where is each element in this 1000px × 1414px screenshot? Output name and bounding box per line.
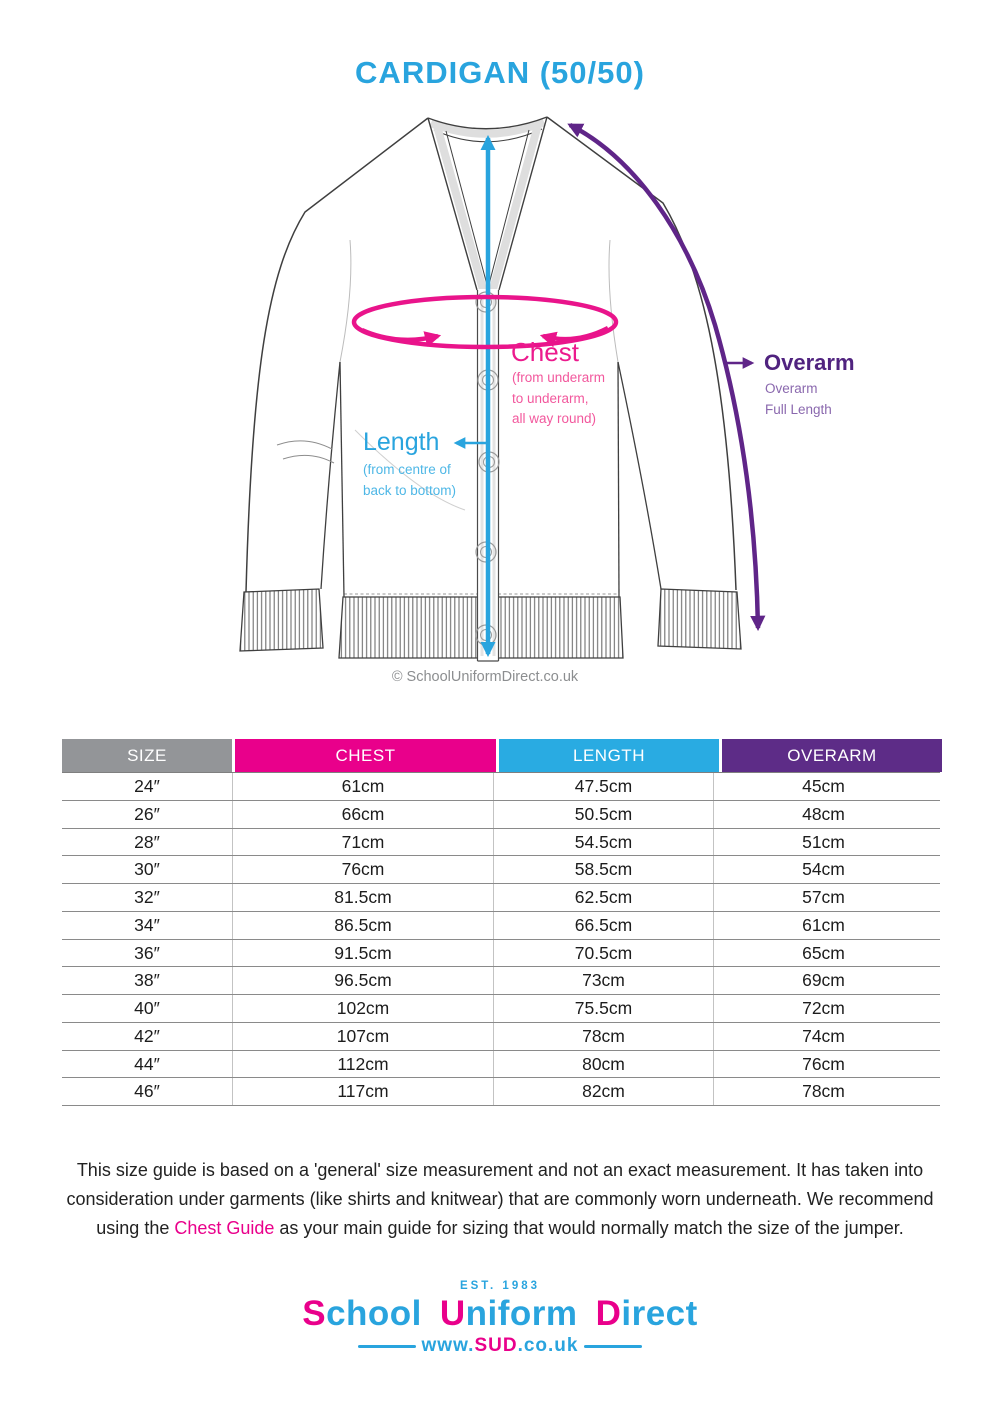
length-cell: 78cm bbox=[493, 1022, 713, 1050]
overarm-cell: 78cm bbox=[713, 1078, 933, 1105]
disclaimer-line1: This size guide is based on a 'general' … bbox=[76, 1160, 924, 1180]
table-body: 24″ 61cm 47.5cm 45cm 26″ 66cm 50.5cm 48cm 28″ 71c… bbox=[62, 772, 940, 1106]
length-cell: 82cm bbox=[493, 1078, 713, 1105]
logo-wordmark: School Uniform Direct bbox=[302, 1294, 698, 1333]
cardigan-diagram bbox=[239, 116, 766, 662]
chest-cell: 107cm bbox=[232, 1022, 493, 1050]
size-cell: 40″ bbox=[134, 998, 160, 1018]
overarm-arrow bbox=[567, 122, 766, 632]
overarm-label: Overarm bbox=[764, 350, 855, 375]
chest-cell: 96.5cm bbox=[232, 967, 493, 994]
size-cell: 24″ bbox=[134, 776, 160, 796]
logo-established: EST. 1983 bbox=[459, 1280, 541, 1292]
sud-logo: EST. 1983 School Uniform Direct www.SUD.co… bbox=[0, 1280, 1000, 1357]
chest-cell: 91.5cm bbox=[232, 939, 493, 967]
chest-cell: 71cm bbox=[232, 828, 493, 856]
copyright-text: © SchoolUniformDirect.co.uk bbox=[391, 669, 579, 685]
logo-dash-right bbox=[584, 1344, 643, 1348]
table-header-row: SIZE CHEST LENGTH OVERARM bbox=[62, 739, 942, 772]
logo-dash-left bbox=[357, 1344, 416, 1348]
table-row: 28″ 71cm 54.5cm 51cm bbox=[62, 828, 940, 857]
length-cell: 47.5cm bbox=[493, 773, 713, 800]
overarm-cell: 57cm bbox=[713, 884, 933, 911]
header-chest: CHEST bbox=[235, 739, 496, 772]
size-cell: 38″ bbox=[134, 970, 160, 991]
table-row: 34″ 86.5cm 66.5cm 61cm bbox=[62, 911, 940, 940]
size-cell: 30″ bbox=[134, 859, 160, 880]
logo-url: www.SUD.co.uk bbox=[0, 1335, 1000, 1357]
length-label: Length bbox=[363, 428, 440, 456]
overarm-cell: 61cm bbox=[713, 911, 933, 939]
chest-cell: 61cm bbox=[232, 773, 493, 800]
table-row: 36″ 91.5cm 70.5cm 65cm bbox=[62, 939, 940, 968]
size-cell: 28″ bbox=[134, 831, 160, 852]
chest-sublabel: (from underarm to underarm, all way roun… bbox=[512, 370, 606, 426]
size-table: SIZE CHEST LENGTH OVERARM 24″ 61cm 47.5cm 4… bbox=[62, 739, 942, 1106]
chest-label: Chest bbox=[511, 337, 579, 367]
header-size: SIZE bbox=[62, 739, 232, 772]
table-row: 42″ 107cm 78cm 74cm bbox=[62, 1022, 940, 1051]
chest-cell: 86.5cm bbox=[232, 911, 493, 939]
length-cell: 66.5cm bbox=[493, 911, 713, 939]
table-row: 24″ 61cm 47.5cm 45cm bbox=[62, 773, 940, 801]
length-arrow bbox=[453, 134, 496, 658]
disclaimer-text: This size guide is based on a 'general' … bbox=[0, 1156, 1000, 1243]
length-cell: 73cm bbox=[493, 967, 713, 994]
overarm-cell: 69cm bbox=[713, 967, 933, 994]
length-cell: 70.5cm bbox=[493, 939, 713, 967]
size-cell: 32″ bbox=[134, 887, 160, 907]
table-row: 40″ 102cm 75.5cm 72cm bbox=[62, 995, 940, 1023]
length-cell: 80cm bbox=[493, 1050, 713, 1078]
table-row: 38″ 96.5cm 73cm 69cm bbox=[62, 967, 940, 995]
chest-cell: 117cm bbox=[232, 1078, 493, 1105]
table-row: 44″ 112cm 80cm 76cm bbox=[62, 1050, 940, 1079]
size-cell: 34″ bbox=[134, 914, 160, 935]
overarm-cell: 48cm bbox=[713, 800, 933, 828]
overarm-cell: 76cm bbox=[713, 1050, 933, 1078]
overarm-cell: 54cm bbox=[713, 856, 933, 883]
chest-cell: 112cm bbox=[232, 1050, 493, 1078]
chest-cell: 102cm bbox=[232, 995, 493, 1022]
size-cell: 42″ bbox=[134, 1025, 160, 1046]
overarm-sublabel: Overarm Full Length bbox=[765, 381, 832, 417]
length-cell: 54.5cm bbox=[493, 828, 713, 856]
overarm-cell: 45cm bbox=[713, 773, 933, 800]
overarm-cell: 65cm bbox=[713, 939, 933, 967]
table-row: 46″ 117cm 82cm 78cm bbox=[62, 1078, 940, 1106]
length-cell: 50.5cm bbox=[493, 800, 713, 828]
size-cell: 26″ bbox=[134, 803, 160, 824]
overarm-cell: 72cm bbox=[713, 995, 933, 1022]
size-cell: 44″ bbox=[134, 1053, 160, 1074]
length-cell: 62.5cm bbox=[493, 884, 713, 911]
header-length: LENGTH bbox=[499, 739, 719, 772]
chest-cell: 76cm bbox=[232, 856, 493, 883]
size-cell: 46″ bbox=[134, 1081, 160, 1102]
chest-cell: 66cm bbox=[232, 800, 493, 828]
length-cell: 75.5cm bbox=[493, 995, 713, 1022]
table-row: 26″ 66cm 50.5cm 48cm bbox=[62, 800, 940, 829]
header-overarm: OVERARM bbox=[722, 739, 942, 772]
chest-cell: 81.5cm bbox=[232, 884, 493, 911]
table-row: 30″ 76cm 58.5cm 54cm bbox=[62, 856, 940, 884]
length-sublabel: (from centre of back to bottom) bbox=[363, 462, 457, 498]
overarm-cell: 51cm bbox=[713, 828, 933, 856]
size-cell: 36″ bbox=[134, 942, 160, 963]
chest-guide-highlight: Chest Guide bbox=[174, 1218, 275, 1238]
length-cell: 58.5cm bbox=[493, 856, 713, 883]
page-title: CARDIGAN (50/50) bbox=[355, 55, 645, 90]
disclaimer-line2: consideration under garments (like shirt… bbox=[66, 1189, 934, 1209]
table-row: 32″ 81.5cm 62.5cm 57cm bbox=[62, 884, 940, 912]
disclaimer-line3: using the Chest Guide as your main guide… bbox=[96, 1218, 904, 1238]
overarm-cell: 74cm bbox=[713, 1022, 933, 1050]
